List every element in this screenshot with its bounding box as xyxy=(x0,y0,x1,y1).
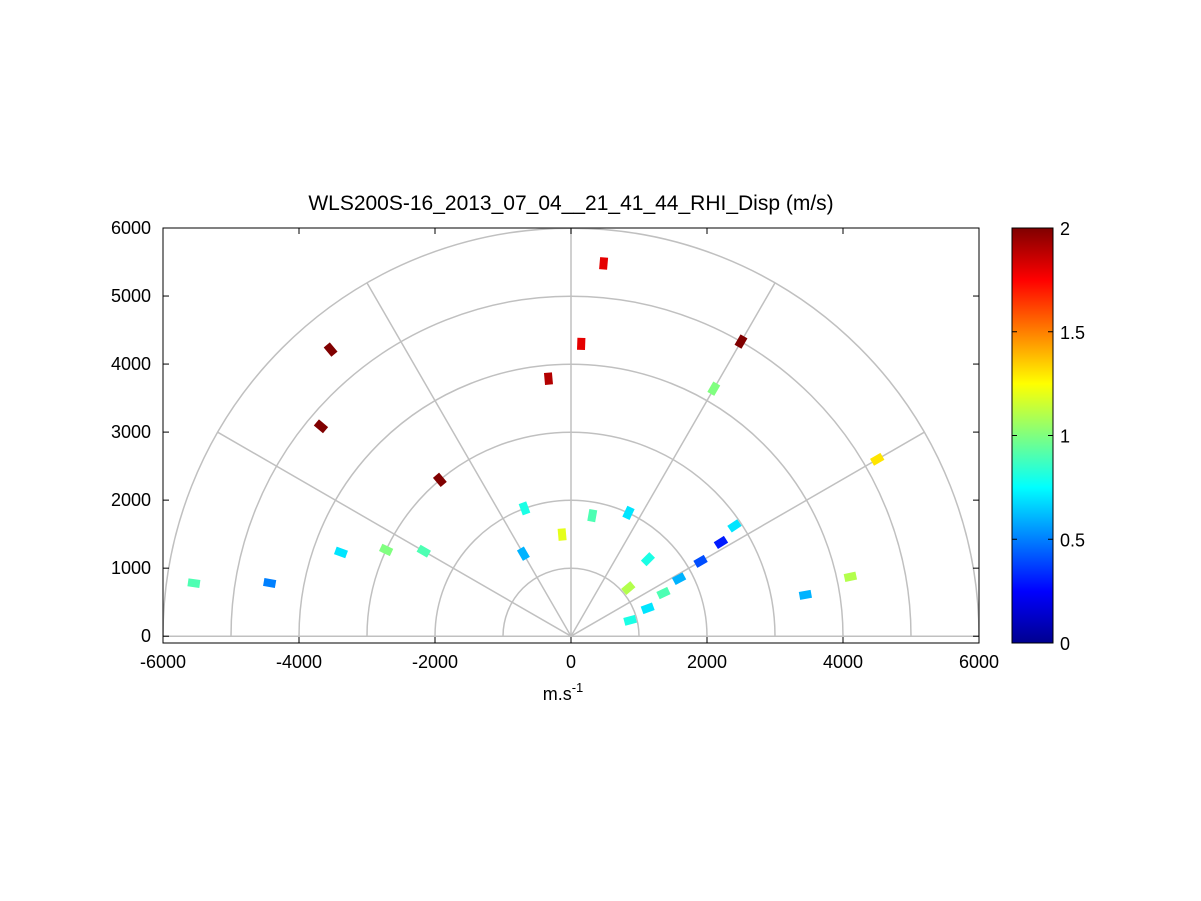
y-tick-label: 2000 xyxy=(111,490,151,510)
data-cell xyxy=(599,257,609,270)
data-cell xyxy=(187,578,201,588)
data-cell xyxy=(543,372,553,385)
colorbar-tick-label: 2 xyxy=(1060,219,1070,239)
data-cells xyxy=(187,257,885,626)
y-axis: 0 1000 2000 3000 4000 5000 6000 xyxy=(111,218,979,646)
data-cell xyxy=(870,452,885,466)
x-tick-label: 2000 xyxy=(687,652,727,672)
data-cell xyxy=(621,581,636,596)
y-tick-label: 6000 xyxy=(111,218,151,238)
colorbar-tick-label: 0 xyxy=(1060,634,1070,654)
data-cell xyxy=(622,505,635,521)
data-cell xyxy=(557,528,567,541)
x-tick-label: 4000 xyxy=(823,652,863,672)
data-cell xyxy=(516,546,530,561)
x-axis: -6000 -4000 -2000 0 2000 4000 6000 xyxy=(140,228,999,672)
colorbar-tick-label: 0.5 xyxy=(1060,530,1085,550)
y-tick-label: 4000 xyxy=(111,354,151,374)
data-cell xyxy=(576,337,586,350)
data-cell xyxy=(416,544,431,558)
data-cell xyxy=(378,543,394,557)
data-cell xyxy=(656,586,671,600)
y-tick-label: 1000 xyxy=(111,558,151,578)
x-tick-label: -4000 xyxy=(276,652,322,672)
colorbar xyxy=(1011,227,1054,644)
data-cell xyxy=(263,578,277,589)
colorbar-tick-label: 1.5 xyxy=(1060,323,1085,343)
data-cell xyxy=(518,501,531,516)
data-cell xyxy=(734,334,748,349)
x-tick-label: 6000 xyxy=(959,652,999,672)
data-cell xyxy=(313,419,329,434)
data-cell xyxy=(671,572,687,586)
y-tick-label: 3000 xyxy=(111,422,151,442)
grid-spoke xyxy=(217,431,572,637)
colorbar-tick-label: 1 xyxy=(1060,427,1070,447)
data-cell xyxy=(707,381,721,396)
data-cell xyxy=(623,614,637,626)
data-cell xyxy=(843,571,858,582)
x-tick-label: 0 xyxy=(566,652,576,672)
data-cell xyxy=(432,472,447,488)
data-cell xyxy=(640,602,655,615)
grid-spoke xyxy=(570,431,925,637)
y-tick-label: 0 xyxy=(141,626,151,646)
data-cell xyxy=(798,589,812,600)
data-cell xyxy=(587,508,598,523)
data-cell xyxy=(727,519,742,533)
colorbar-ticks: 0 0.5 1 1.5 2 xyxy=(1012,219,1085,654)
data-cell xyxy=(323,342,338,357)
y-tick-label: 5000 xyxy=(111,286,151,306)
x-tick-label: -2000 xyxy=(412,652,458,672)
data-cell xyxy=(693,554,708,568)
data-cell xyxy=(713,535,729,550)
chart-title: WLS200S-16_2013_07_04__21_41_44_RHI_Disp… xyxy=(308,192,833,215)
grid-spoke xyxy=(366,282,572,637)
data-cell xyxy=(333,546,348,559)
data-cell xyxy=(640,552,656,567)
x-tick-label: -6000 xyxy=(140,652,186,672)
x-axis-label: m.s-1 xyxy=(543,680,584,704)
